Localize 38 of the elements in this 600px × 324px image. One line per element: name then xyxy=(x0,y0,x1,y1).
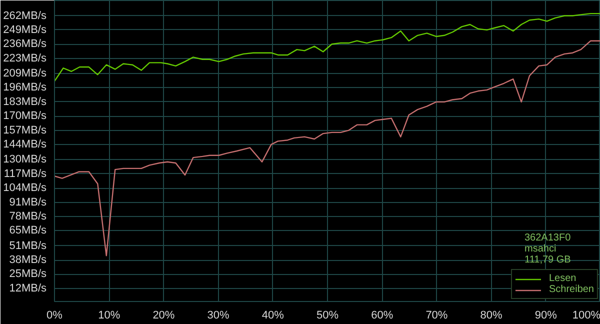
y-tick-label: 183MB/s xyxy=(3,96,47,108)
annotation: 362A13F0 xyxy=(524,232,572,244)
y-tick-label: 170MB/s xyxy=(3,110,47,122)
x-tick-label: 80% xyxy=(480,310,503,322)
y-tick-label: 117MB/s xyxy=(4,168,47,180)
y-tick-label: 236MB/s xyxy=(3,38,47,50)
legend-label: Lesen xyxy=(548,273,576,284)
y-tick-label: 262MB/s xyxy=(3,10,47,22)
y-tick-label: 25MB/s xyxy=(9,268,47,280)
annotation: 111,79 GB xyxy=(524,254,572,266)
y-tick-label: 38MB/s xyxy=(9,254,47,266)
x-tick-label: 20% xyxy=(152,310,175,322)
x-tick-label: 100% xyxy=(572,310,600,322)
y-tick-label: 130MB/s xyxy=(3,154,47,166)
line-series xyxy=(54,40,600,256)
x-tick-label: 60% xyxy=(371,310,394,322)
y-tick-label: 104MB/s xyxy=(3,182,47,194)
y-tick-label: 51MB/s xyxy=(9,240,47,252)
y-tick-label: 157MB/s xyxy=(3,124,47,136)
x-tick-label: 0% xyxy=(46,310,63,322)
x-tick-label: 30% xyxy=(207,310,230,322)
y-tick-label: 223MB/s xyxy=(3,52,47,64)
y-tick-label: 65MB/s xyxy=(9,224,47,237)
y-tick-label: 209MB/s xyxy=(3,68,47,80)
x-tick-label: 10% xyxy=(98,310,120,322)
y-tick-label: 249MB/s xyxy=(3,24,47,36)
annotation: msahci xyxy=(524,244,556,254)
y-tick-label: 144MB/s xyxy=(3,138,47,150)
y-tick-label: 91MB/s xyxy=(9,196,47,208)
x-tick-label: 50% xyxy=(316,310,339,322)
line-series xyxy=(54,12,600,82)
x-tick-label: 40% xyxy=(262,310,284,322)
x-tick-label: 70% xyxy=(426,310,448,322)
y-tick-label: 196MB/s xyxy=(3,82,47,94)
y-tick-label: 78MB/s xyxy=(9,210,47,222)
legend-label: Schreiben xyxy=(548,284,594,295)
y-tick-label: 12MB/s xyxy=(9,282,47,294)
x-tick-label: 90% xyxy=(534,310,558,322)
